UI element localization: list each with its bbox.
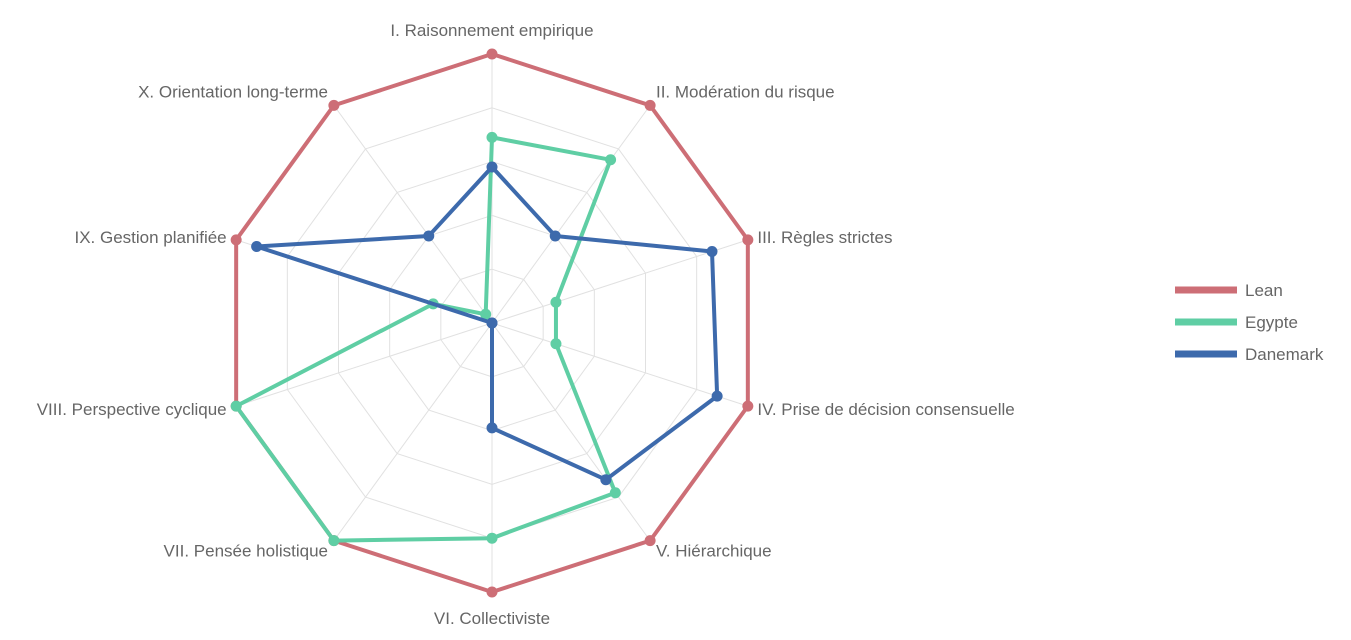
data-point-egypte-1[interactable] [486, 131, 498, 143]
axis-label-3: III. Règles strictes [757, 228, 892, 247]
grid-spoke-10 [333, 105, 493, 324]
data-point-egypte-10[interactable] [480, 308, 492, 320]
data-point-egypte-4[interactable] [550, 338, 562, 350]
data-point-lean-3[interactable] [742, 234, 754, 246]
legend-item-danemark[interactable]: Danemark [1175, 345, 1324, 364]
data-point-egypte-7[interactable] [328, 535, 340, 547]
grid-spoke-5 [491, 322, 651, 541]
axis-label-9: IX. Gestion planifiée [74, 228, 226, 247]
data-point-danemark-8[interactable] [486, 317, 498, 329]
legend-label-danemark: Danemark [1245, 345, 1324, 364]
axis-labels: I. Raisonnement empirique II. Modération … [37, 21, 1015, 628]
legend-label-egypte: Egypte [1245, 313, 1298, 332]
data-point-danemark-6[interactable] [486, 422, 498, 434]
grid-spoke-3 [491, 239, 748, 324]
data-point-danemark-3[interactable] [706, 246, 718, 258]
series-lean [230, 48, 754, 598]
data-point-lean-10[interactable] [328, 99, 340, 111]
data-point-lean-9[interactable] [230, 234, 242, 246]
series-egypte [230, 131, 621, 547]
data-point-lean-1[interactable] [486, 48, 498, 60]
legend-item-lean[interactable]: Lean [1175, 281, 1283, 300]
axis-label-8: VIII. Perspective cyclique [37, 400, 227, 419]
axis-label-1: I. Raisonnement empirique [390, 21, 593, 40]
data-point-egypte-5[interactable] [609, 487, 621, 499]
axis-label-5: V. Hiérarchique [656, 542, 772, 561]
series-danemark [251, 161, 723, 486]
data-point-danemark-10[interactable] [423, 230, 435, 242]
data-point-danemark-5[interactable] [600, 474, 612, 486]
data-point-lean-2[interactable] [644, 99, 656, 111]
legend-item-egypte[interactable]: Egypte [1175, 313, 1298, 332]
grid-spoke-8 [236, 322, 493, 407]
data-point-lean-4[interactable] [742, 400, 754, 412]
grid-spoke-2 [491, 105, 651, 324]
grid-spoke-4 [491, 322, 748, 407]
data-point-egypte-8[interactable] [230, 400, 242, 412]
axis-label-6: VI. Collectiviste [434, 609, 550, 628]
data-point-egypte-3[interactable] [550, 296, 562, 308]
data-point-lean-6[interactable] [486, 586, 498, 598]
chart-legend: Lean Egypte Danemark [1175, 281, 1324, 364]
axis-label-10: X. Orientation long-terme [138, 82, 328, 101]
data-point-egypte-6[interactable] [486, 532, 498, 544]
data-point-lean-5[interactable] [644, 535, 656, 547]
radar-series [230, 48, 754, 598]
grid-spoke-7 [333, 322, 493, 541]
data-point-danemark-1[interactable] [486, 161, 498, 173]
data-point-danemark-9[interactable] [251, 241, 263, 253]
axis-label-2: II. Modération du risque [656, 82, 835, 101]
legend-label-lean: Lean [1245, 281, 1283, 300]
data-point-danemark-2[interactable] [549, 230, 561, 242]
series-line-danemark [254, 164, 720, 482]
axis-label-4: IV. Prise de décision consensuelle [757, 400, 1014, 419]
data-point-danemark-4[interactable] [711, 390, 723, 402]
axis-label-7: VII. Pensée holistique [164, 542, 328, 561]
data-point-egypte-2[interactable] [605, 154, 617, 166]
